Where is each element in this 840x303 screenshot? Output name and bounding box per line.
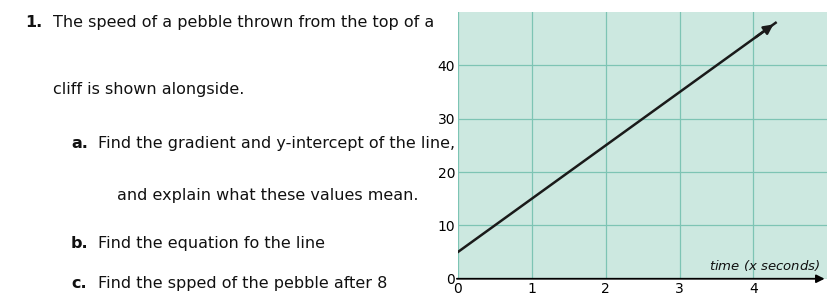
- Text: time ($x$ seconds): time ($x$ seconds): [709, 258, 820, 273]
- Text: c.: c.: [71, 276, 87, 291]
- Text: a.: a.: [71, 136, 88, 152]
- Text: cliff is shown alongside.: cliff is shown alongside.: [53, 82, 244, 97]
- Text: b.: b.: [71, 236, 88, 251]
- Text: and explain what these values mean.: and explain what these values mean.: [117, 188, 418, 203]
- Text: speed ($y$ m s$^{-1}$): speed ($y$ m s$^{-1}$): [443, 0, 549, 2]
- Text: The speed of a pebble thrown from the top of a: The speed of a pebble thrown from the to…: [53, 15, 434, 30]
- Text: Find the spped of the pebble after 8: Find the spped of the pebble after 8: [98, 276, 388, 291]
- Text: Find the gradient and y-intercept of the line,: Find the gradient and y-intercept of the…: [98, 136, 455, 152]
- Text: 1.: 1.: [25, 15, 43, 30]
- Text: Find the equation fo the line: Find the equation fo the line: [98, 236, 325, 251]
